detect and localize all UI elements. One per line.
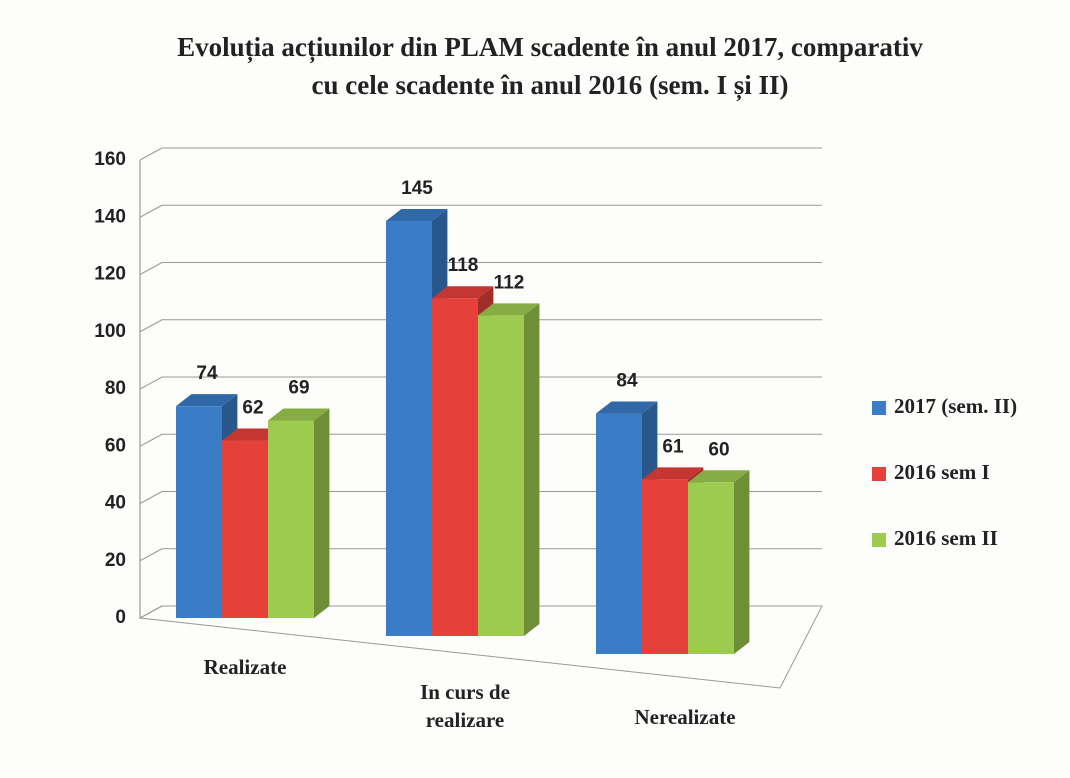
x-tick-label: Nerealizate <box>634 705 736 729</box>
legend-swatch <box>872 533 886 547</box>
y-tick-label: 160 <box>94 149 126 170</box>
bar <box>222 440 268 618</box>
bar-side <box>524 303 540 636</box>
bar-top <box>386 208 448 221</box>
grid-line <box>139 319 163 333</box>
value-label: 60 <box>708 439 729 460</box>
grid-line <box>139 147 163 161</box>
bar-side <box>314 408 330 618</box>
bar <box>176 406 222 618</box>
bar-top <box>176 394 238 407</box>
y-tick-label: 40 <box>105 493 126 514</box>
legend-label: 2016 sem I <box>894 460 990 484</box>
grid-line <box>139 491 163 504</box>
y-tick-label: 120 <box>94 264 126 285</box>
value-label: 118 <box>448 255 479 276</box>
legend-label: 2017 (sem. II) <box>894 394 1017 418</box>
bar-top <box>432 286 494 299</box>
legend-swatch <box>872 401 886 415</box>
grid-line <box>139 376 163 390</box>
grid-line <box>139 433 163 447</box>
y-tick-label: 20 <box>105 550 126 571</box>
bar-side <box>734 470 750 654</box>
value-label: 84 <box>616 371 638 392</box>
bar <box>268 420 314 618</box>
bar-top <box>478 303 540 316</box>
bar <box>596 413 642 654</box>
y-tick-label: 80 <box>105 378 126 399</box>
value-label: 145 <box>401 178 433 199</box>
grid-line <box>139 262 163 275</box>
bar <box>642 479 688 654</box>
y-tick-label: 100 <box>94 321 126 342</box>
bar-top <box>688 470 750 483</box>
value-label: 74 <box>196 363 218 384</box>
legend-label: 2016 sem II <box>894 526 998 550</box>
bar <box>688 482 734 654</box>
y-tick-label: 60 <box>105 435 126 456</box>
y-tick-label: 140 <box>94 206 126 227</box>
y-tick-label: 0 <box>115 607 126 628</box>
bar-top <box>642 467 704 480</box>
floor <box>138 605 823 689</box>
bar-top <box>268 408 330 421</box>
value-label: 69 <box>288 378 309 399</box>
value-label: 112 <box>494 272 525 293</box>
legend-swatch <box>872 467 886 481</box>
x-tick-label: Realizate <box>203 655 287 679</box>
bar-top <box>596 401 658 414</box>
x-tick-label: In curs de realizare <box>420 680 510 732</box>
value-label: 61 <box>662 436 684 457</box>
bar <box>386 220 432 636</box>
bar <box>432 298 478 636</box>
grid-line <box>139 204 163 218</box>
chart-title: Evoluția acțiunilor din PLAM scadente în… <box>177 32 923 100</box>
grid-line <box>139 548 163 562</box>
bar <box>478 315 524 636</box>
value-label: 62 <box>242 398 263 419</box>
